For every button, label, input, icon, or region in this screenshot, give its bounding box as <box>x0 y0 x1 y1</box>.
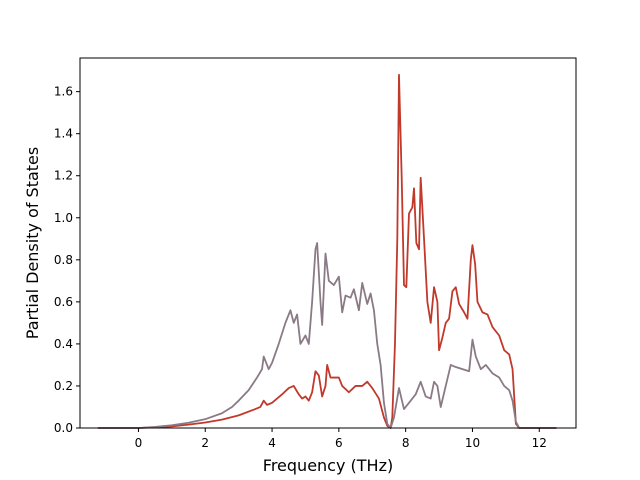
x-axis-ticks: 0 2 4 6 8 10 12 <box>135 428 547 450</box>
x-tick-label: 10 <box>465 436 480 450</box>
series-line-2 <box>97 242 557 429</box>
y-tick-label: 0.6 <box>54 295 73 309</box>
x-tick-label: 4 <box>268 436 276 450</box>
x-tick-label: 6 <box>335 436 343 450</box>
y-tick-label: 0.0 <box>54 421 73 435</box>
x-tick-label: 8 <box>402 436 410 450</box>
y-tick-label: 0.2 <box>54 379 73 393</box>
y-axis-ticks: 0.0 0.2 0.4 0.6 0.8 1.0 1.2 1.4 1.6 <box>54 85 80 435</box>
y-tick-label: 1.4 <box>54 127 73 141</box>
x-axis-label: Frequency (THz) <box>263 456 393 475</box>
x-tick-label: 12 <box>532 436 547 450</box>
y-tick-label: 1.6 <box>54 85 73 99</box>
y-axis-label: Partial Density of States <box>23 147 42 339</box>
y-tick-label: 0.8 <box>54 253 73 267</box>
plot-frame <box>79 57 577 429</box>
series-layer <box>97 73 557 429</box>
series-line-1 <box>97 73 557 429</box>
x-tick-label: 0 <box>135 436 143 450</box>
y-tick-label: 0.4 <box>54 337 73 351</box>
x-tick-label: 2 <box>201 436 209 450</box>
y-tick-label: 1.2 <box>54 169 73 183</box>
y-tick-label: 1.0 <box>54 211 73 225</box>
plot-area <box>80 58 576 428</box>
